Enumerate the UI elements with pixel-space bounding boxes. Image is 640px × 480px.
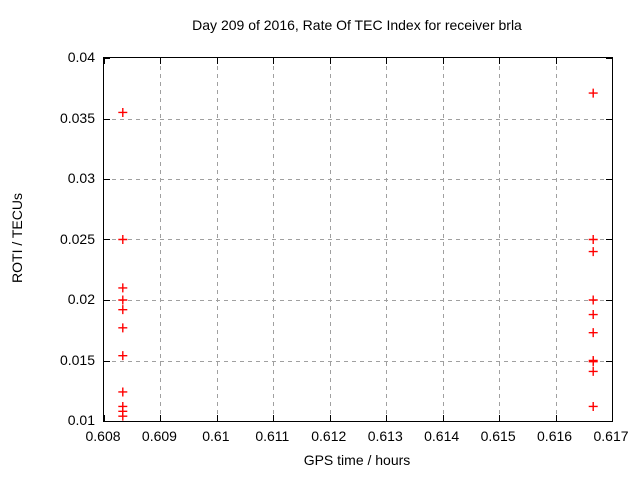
data-point-marker (588, 235, 598, 244)
data-point-marker (588, 401, 598, 411)
x-tick-label: 0.61 (202, 428, 230, 444)
data-point-marker (118, 107, 128, 117)
y-axis-label: ROTI / TECUs (9, 193, 25, 283)
data-point-marker (588, 357, 598, 367)
data-point-marker (118, 305, 128, 315)
data-point-marker (118, 411, 128, 421)
data-point-marker (588, 310, 598, 320)
y-tick-label: 0.01 (67, 412, 95, 428)
x-tick-label: 0.612 (311, 428, 347, 444)
y-tick-label: 0.02 (67, 291, 95, 307)
x-tick-label: 0.613 (367, 428, 403, 444)
y-tick-label: 0.03 (67, 170, 95, 186)
data-point-marker (118, 387, 128, 397)
data-point-marker (588, 366, 598, 376)
y-tick-label: 0.035 (59, 109, 95, 126)
data-point-marker (588, 247, 598, 257)
plot-canvas (104, 58, 612, 421)
data-point-marker (118, 323, 128, 333)
data-point-marker (588, 295, 598, 305)
plot-area (103, 57, 613, 422)
x-tick-label: 0.609 (141, 428, 177, 444)
chart-title: Day 209 of 2016, Rate Of TEC Index for r… (192, 17, 522, 33)
data-point-marker (588, 328, 598, 338)
x-tick-label: 0.617 (593, 428, 629, 444)
y-tick-label: 0.015 (59, 351, 95, 368)
data-point-marker (118, 235, 128, 244)
data-point-marker (118, 351, 128, 361)
x-tick-label: 0.611 (255, 428, 290, 444)
x-tick-label: 0.614 (424, 428, 460, 444)
data-point-marker (588, 88, 598, 98)
y-tick-label: 0.04 (67, 49, 95, 65)
x-tick-label: 0.615 (480, 428, 516, 444)
data-point-marker (118, 283, 128, 293)
x-axis-label: GPS time / hours (303, 452, 411, 468)
data-point-marker (118, 295, 128, 305)
y-tick-label: 0.025 (59, 230, 95, 247)
x-tick-label: 0.616 (537, 428, 573, 444)
x-tick-label: 0.608 (85, 428, 121, 444)
